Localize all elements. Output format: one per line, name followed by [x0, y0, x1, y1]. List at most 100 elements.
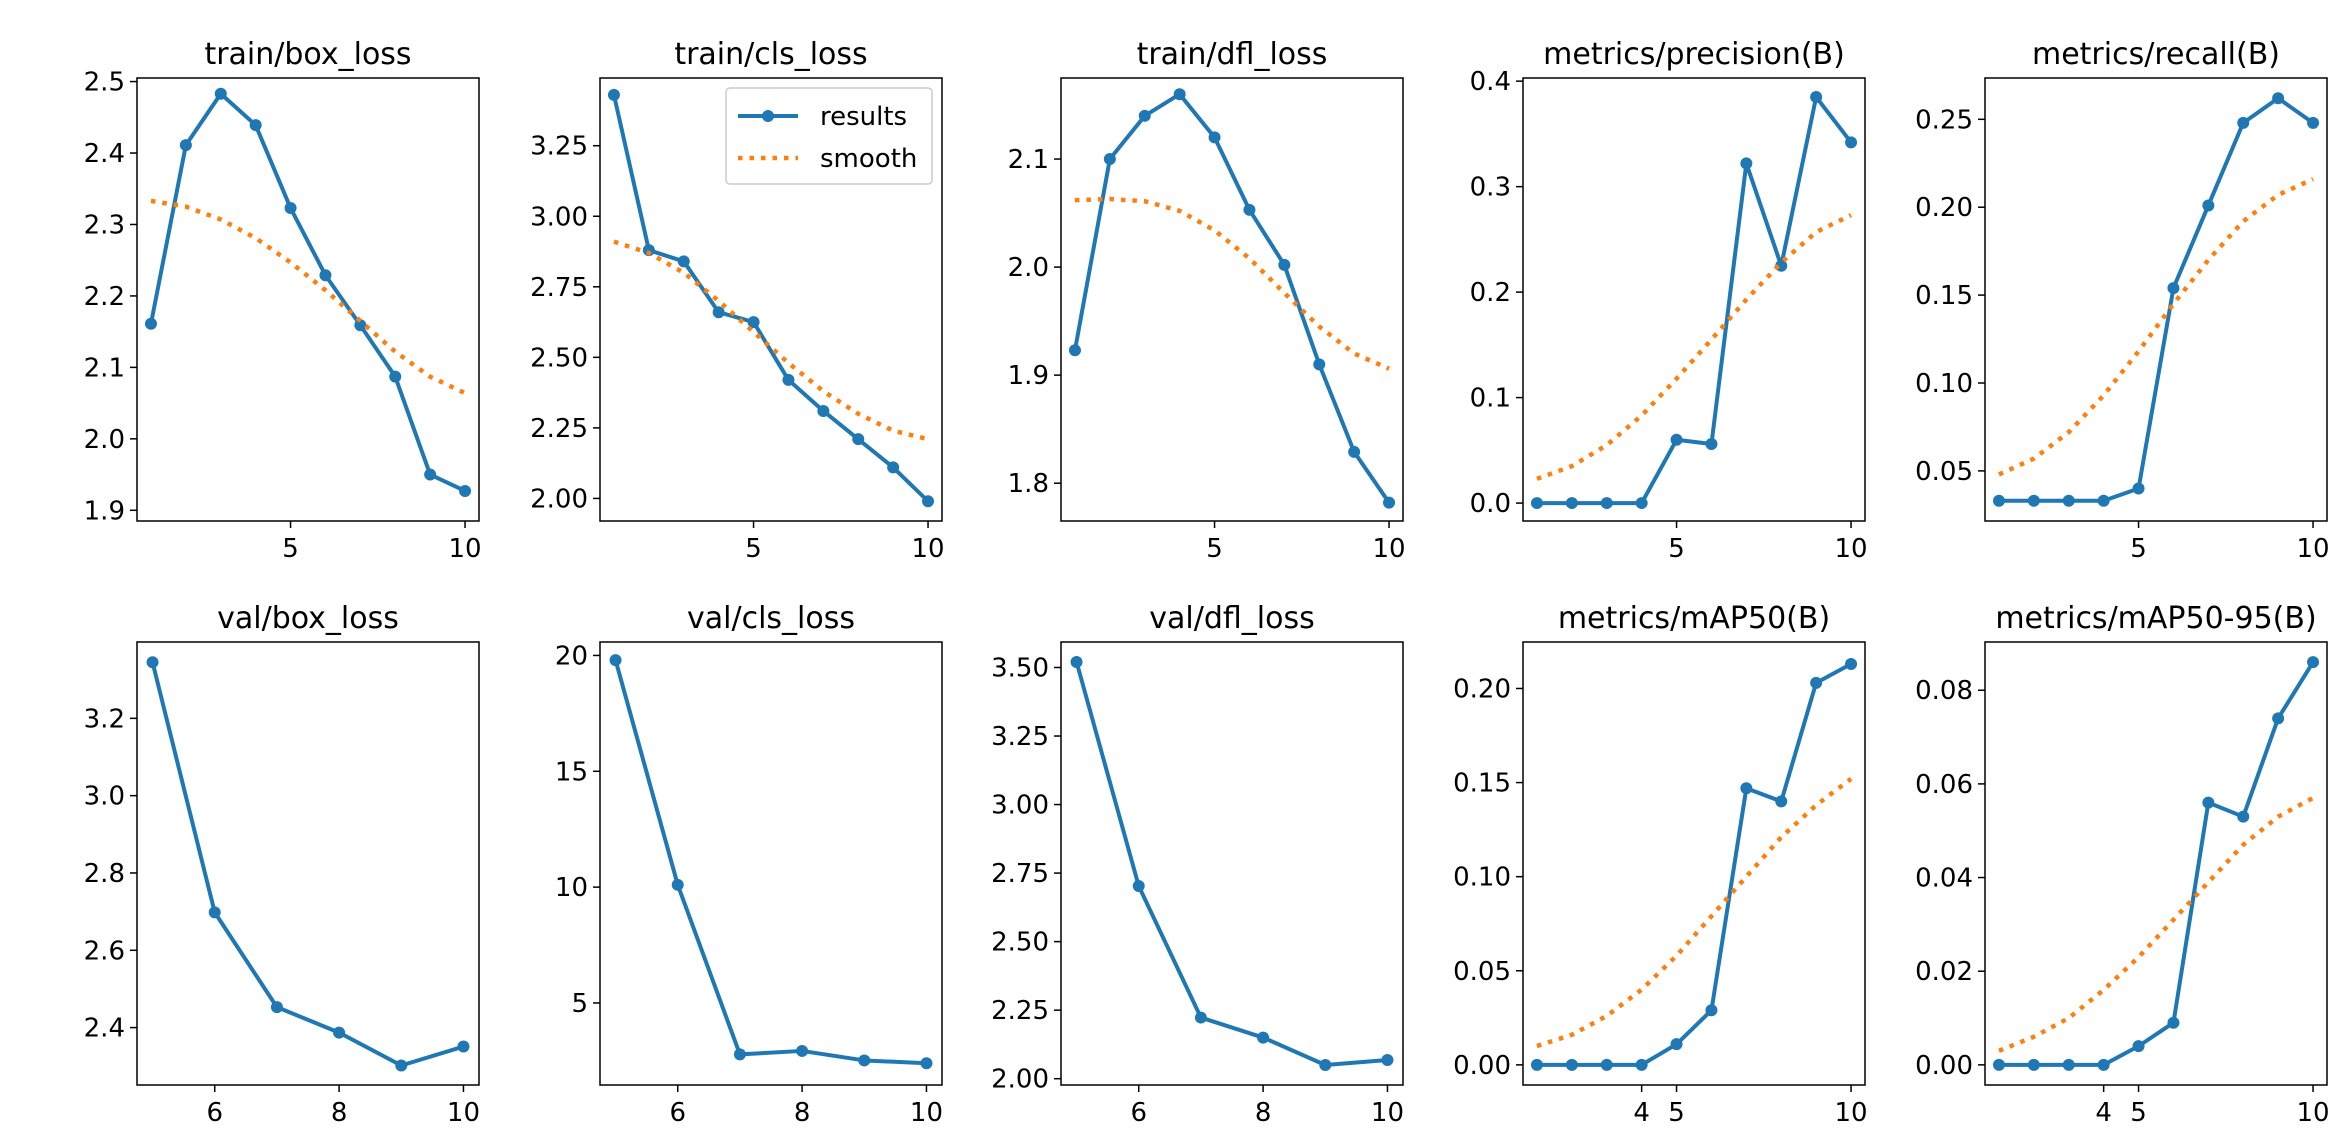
y-tick-label: 2.50 [530, 343, 588, 373]
y-tick-label: 0.06 [1915, 770, 1973, 800]
y-tick-label: 2.75 [530, 273, 588, 303]
results-point [1845, 136, 1858, 149]
y-tick-label: 0.1 [1470, 384, 1511, 414]
results-point [1670, 433, 1683, 446]
results-line [148, 91, 466, 493]
results-point [887, 461, 900, 474]
chart-panel: val/cls_loss 5 10 15 20 6 8 10 [555, 601, 943, 1128]
y-tick-label: 2.50 [991, 928, 1049, 958]
chart-title: val/dfl_loss [1149, 601, 1314, 636]
axes-frame [1060, 77, 1404, 522]
results-point [2132, 1040, 2145, 1053]
results-point [733, 1048, 746, 1061]
results-point [1530, 497, 1543, 510]
y-tick-label: 3.50 [991, 653, 1049, 683]
results-line [1536, 662, 1852, 1067]
chart-panel: metrics/precision(B) 0.0 0.1 0.2 0.3 0.4 5 10 [1470, 37, 1868, 564]
y-tick-label: 0.15 [1453, 769, 1511, 799]
results-point [671, 878, 684, 891]
results-point [2202, 199, 2215, 212]
y-tick-label: 0.15 [1915, 281, 1973, 311]
axes-frame [136, 641, 480, 1086]
y-tick-label: 0.3 [1470, 173, 1511, 203]
results-point [1565, 1058, 1578, 1071]
results-point [457, 1040, 470, 1053]
results-point [1600, 1058, 1613, 1071]
results-point [2237, 810, 2250, 823]
results-point [1068, 344, 1081, 357]
results-point [146, 656, 159, 669]
results-point [2272, 92, 2285, 105]
results-point [1670, 1038, 1683, 1051]
results-point [1383, 496, 1396, 509]
y-tick-label: 0.0 [1470, 489, 1511, 519]
chart-panel: metrics/recall(B) 0.05 0.10 0.15 0.20 0.25 5 10 [1915, 37, 2329, 564]
results-point [1565, 497, 1578, 510]
results-point [2027, 1058, 2040, 1071]
results-line [612, 94, 930, 503]
results-point [1132, 879, 1145, 892]
y-tick-label: 3.00 [530, 202, 588, 232]
x-tick-label: 10 [910, 1098, 943, 1126]
y-tick-label: 2.75 [991, 859, 1049, 889]
results-line [1074, 661, 1388, 1067]
results-point [1740, 782, 1753, 795]
legend-results-label: results [820, 102, 907, 132]
results-point [2307, 656, 2320, 669]
y-tick-label: 0.00 [1915, 1051, 1973, 1081]
results-point [1810, 90, 1823, 103]
axes-frame [1984, 641, 2328, 1086]
x-tick-label: 6 [206, 1098, 223, 1126]
smooth-line [1998, 177, 2314, 477]
y-tick-label: 2.25 [991, 996, 1049, 1026]
y-tick-label: 0.05 [1915, 457, 1973, 487]
legend-box [725, 87, 933, 185]
y-tick-label: 0.20 [1915, 193, 1973, 223]
chart-panel: val/dfl_loss 2.00 2.25 2.50 2.75 3.00 3.25 3.50… [991, 601, 1404, 1128]
smooth-line [150, 198, 466, 396]
results-point [1208, 131, 1221, 144]
results-point [319, 269, 332, 282]
chart-panel: metrics/mAP50(B) 0.00 0.05 0.10 0.15 0.20 4 5 10 [1453, 601, 1867, 1128]
chart-title: train/box_loss [204, 37, 411, 72]
results-point [920, 1057, 933, 1070]
y-tick-label: 3.25 [530, 132, 588, 162]
y-tick-label: 3.25 [991, 722, 1049, 752]
results-point [2062, 1058, 2075, 1071]
axes-frame [599, 641, 943, 1086]
results-point [1070, 656, 1083, 669]
x-tick-label: 10 [911, 534, 944, 564]
results-point [1810, 676, 1823, 689]
results-point [459, 484, 472, 497]
results-point [852, 433, 865, 446]
results-line [150, 661, 465, 1068]
y-tick-label: 3.00 [991, 791, 1049, 821]
results-point [2132, 482, 2145, 495]
y-tick-label: 2.8 [84, 859, 125, 889]
results-point [2272, 712, 2285, 725]
results-point [333, 1026, 346, 1039]
smooth-line [1536, 777, 1853, 1049]
x-tick-label: 5 [1668, 534, 1685, 564]
results-point [858, 1054, 871, 1067]
chart-panel: metrics/mAP50-95(B) 0.00 0.02 0.04 0.06 0.08 4… [1915, 601, 2329, 1128]
legend-results-marker [762, 110, 774, 122]
results-point [1775, 795, 1788, 808]
y-tick-label: 2.0 [1008, 253, 1049, 283]
y-tick-label: 0.10 [1453, 863, 1511, 893]
y-tick-label: 2.5 [84, 68, 125, 98]
legend-smooth-label: smooth [820, 144, 917, 174]
y-tick-label: 0.4 [1470, 67, 1511, 97]
chart-title: val/box_loss [217, 601, 399, 636]
results-point [284, 202, 297, 215]
chart-title: metrics/mAP50(B) [1558, 601, 1830, 636]
results-point [2237, 116, 2250, 129]
y-tick-label: 0.04 [1915, 864, 1973, 894]
chart-title: metrics/recall(B) [2032, 37, 2280, 72]
results-point [817, 404, 830, 417]
results-point [1600, 497, 1613, 510]
results-point [747, 316, 760, 329]
results-point [2167, 1016, 2180, 1029]
y-tick-label: 3.0 [84, 782, 125, 812]
